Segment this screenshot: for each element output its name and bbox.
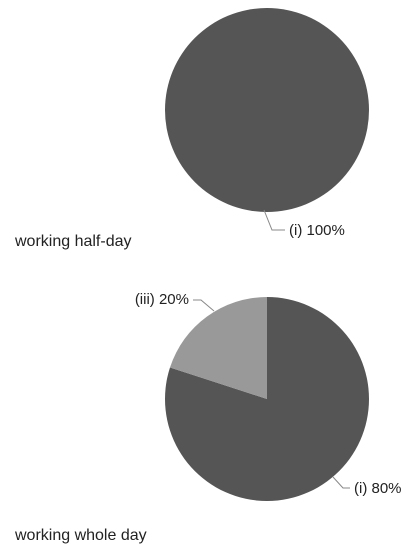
pie-1-label-1: (iii) 20% xyxy=(135,291,189,308)
pie-0-leader-0 xyxy=(263,209,285,231)
pie-0-label-0: (i) 100% xyxy=(289,222,345,239)
chart-title-whole-day: working whole day xyxy=(15,527,147,544)
pie-0-slice-0 xyxy=(165,8,369,212)
pie-1-slice-1 xyxy=(169,297,267,399)
chart-title-half-day: working half-day xyxy=(15,233,132,250)
pie-1-leader-1 xyxy=(193,299,215,312)
pie-1-leader-0 xyxy=(332,476,350,489)
pie-1-slice-0 xyxy=(164,297,369,502)
pie-1-label-0: (i) 80% xyxy=(354,480,402,497)
